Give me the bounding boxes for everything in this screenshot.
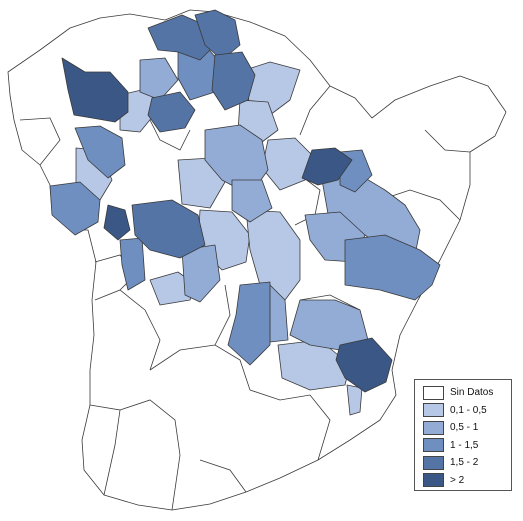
region-light	[346, 384, 363, 416]
legend-swatch	[423, 385, 444, 400]
legend-item-2: 0,5 - 1	[423, 419, 511, 437]
region-mid	[227, 281, 271, 366]
legend-item-no-data: Sin Datos	[423, 384, 511, 402]
region-mid-dark	[147, 91, 196, 133]
region-mid-dark	[147, 14, 216, 61]
region-mid-light	[231, 179, 273, 223]
region-dark	[61, 57, 129, 123]
legend-item-1: 0,1 - 0,5	[423, 402, 511, 420]
region-dark	[301, 147, 353, 186]
legend-swatch	[423, 473, 444, 488]
region-mid	[74, 125, 126, 179]
region-mid-light	[181, 244, 221, 303]
legend-swatch	[423, 455, 444, 470]
legend-label: 0,5 - 1	[450, 422, 479, 434]
legend-swatch	[423, 403, 444, 418]
region-light	[245, 209, 301, 301]
region-mid-dark	[211, 51, 256, 111]
region-mid	[344, 234, 441, 301]
legend-label: Sin Datos	[450, 387, 494, 399]
legend-item-5: > 2	[423, 472, 511, 490]
legend-swatch	[423, 438, 444, 453]
region-mid-light	[139, 57, 179, 101]
region-dark	[335, 337, 393, 393]
legend-label: 0,1 - 0,5	[450, 404, 487, 416]
legend-label: > 2	[450, 474, 465, 486]
legend-label: 1,5 - 2	[450, 457, 479, 469]
region-mid	[49, 181, 101, 236]
legend-item-3: 1 - 1,5	[423, 437, 511, 455]
region-dark	[103, 204, 131, 241]
map-legend: Sin Datos 0,1 - 0,5 0,5 - 1 1 - 1,5 1,5 …	[414, 379, 512, 491]
region-mid-dark	[131, 199, 206, 259]
region-mid-dark	[194, 9, 241, 61]
legend-label: 1 - 1,5	[450, 439, 479, 451]
legend-swatch	[423, 420, 444, 435]
legend-item-4: 1,5 - 2	[423, 454, 511, 472]
